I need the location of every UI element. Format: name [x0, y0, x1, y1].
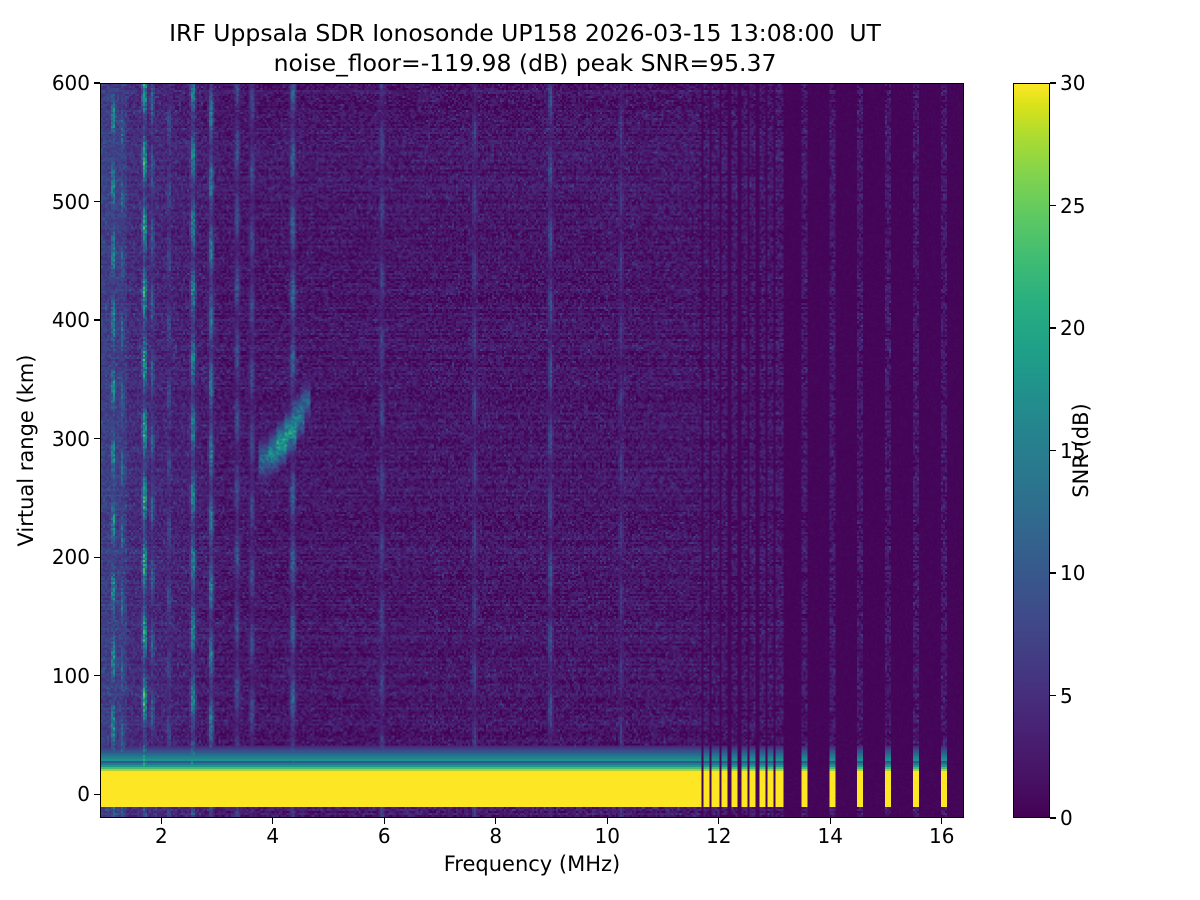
- y-tick-label: 100: [51, 663, 90, 688]
- colorbar-tick-label: 0: [1060, 806, 1073, 830]
- colorbar-tick-label: 5: [1060, 683, 1073, 708]
- y-tick-mark: [94, 437, 100, 440]
- ionogram-axes[interactable]: [100, 83, 964, 818]
- ionogram-heatmap[interactable]: [101, 84, 963, 817]
- x-tick-mark: [941, 818, 943, 824]
- y-tick-label: 0: [77, 782, 90, 807]
- x-tick-mark: [718, 818, 720, 824]
- title-line-2: noise_floor=-119.98 (dB) peak SNR=95.37: [273, 49, 777, 78]
- colorbar-tick-mark: [1050, 82, 1056, 84]
- x-tick-label: 16: [928, 824, 955, 848]
- x-tick-mark: [829, 818, 831, 824]
- colorbar-tick-mark: [1050, 817, 1056, 819]
- x-tick-mark: [272, 818, 274, 824]
- y-tick-label: 600: [51, 71, 90, 95]
- x-tick-label: 6: [377, 824, 391, 848]
- x-tick-label: 10: [594, 824, 620, 848]
- x-tick-mark: [160, 818, 162, 824]
- y-tick-mark: [94, 319, 100, 321]
- y-tick-mark: [94, 675, 100, 677]
- colorbar-tick-mark: [1050, 449, 1056, 452]
- y-tick-label: 500: [51, 189, 90, 214]
- x-tick-label: 14: [817, 824, 843, 848]
- colorbar-tick-mark: [1050, 694, 1056, 697]
- colorbar-label: SNR (dB): [1069, 403, 1093, 498]
- y-tick-label: 300: [51, 426, 90, 451]
- y-tick-label: 200: [51, 545, 90, 570]
- y-axis-label: Virtual range (km): [14, 354, 38, 547]
- colorbar-tick-label: 25: [1060, 193, 1086, 218]
- x-tick-mark: [606, 818, 608, 824]
- x-tick-label: 8: [489, 824, 503, 848]
- figure-title: IRF Uppsala SDR Ionosonde UP158 2026-03-…: [0, 18, 1050, 78]
- x-tick-mark: [495, 818, 497, 824]
- x-tick-label: 2: [154, 824, 168, 848]
- x-tick-mark: [383, 818, 385, 824]
- colorbar-tick-label: 15: [1060, 438, 1086, 463]
- y-tick-label: 400: [51, 308, 90, 333]
- colorbar-tick-label: 10: [1060, 561, 1086, 585]
- y-tick-mark: [94, 82, 100, 84]
- colorbar-tick-mark: [1050, 327, 1056, 329]
- x-tick-label: 4: [266, 824, 280, 848]
- x-axis-label: Frequency (MHz): [443, 852, 621, 876]
- colorbar-tick-label: 20: [1060, 316, 1086, 340]
- y-tick-mark: [94, 793, 100, 795]
- snr-colorbar[interactable]: [1013, 83, 1050, 818]
- x-tick-label: 12: [706, 824, 732, 848]
- colorbar-tick-mark: [1050, 204, 1056, 207]
- colorbar-tick-label: 30: [1060, 71, 1086, 95]
- y-tick-mark: [94, 200, 100, 203]
- y-tick-mark: [94, 556, 100, 558]
- colorbar-tick-mark: [1050, 572, 1056, 574]
- title-line-1: IRF Uppsala SDR Ionosonde UP158 2026-03-…: [169, 19, 881, 47]
